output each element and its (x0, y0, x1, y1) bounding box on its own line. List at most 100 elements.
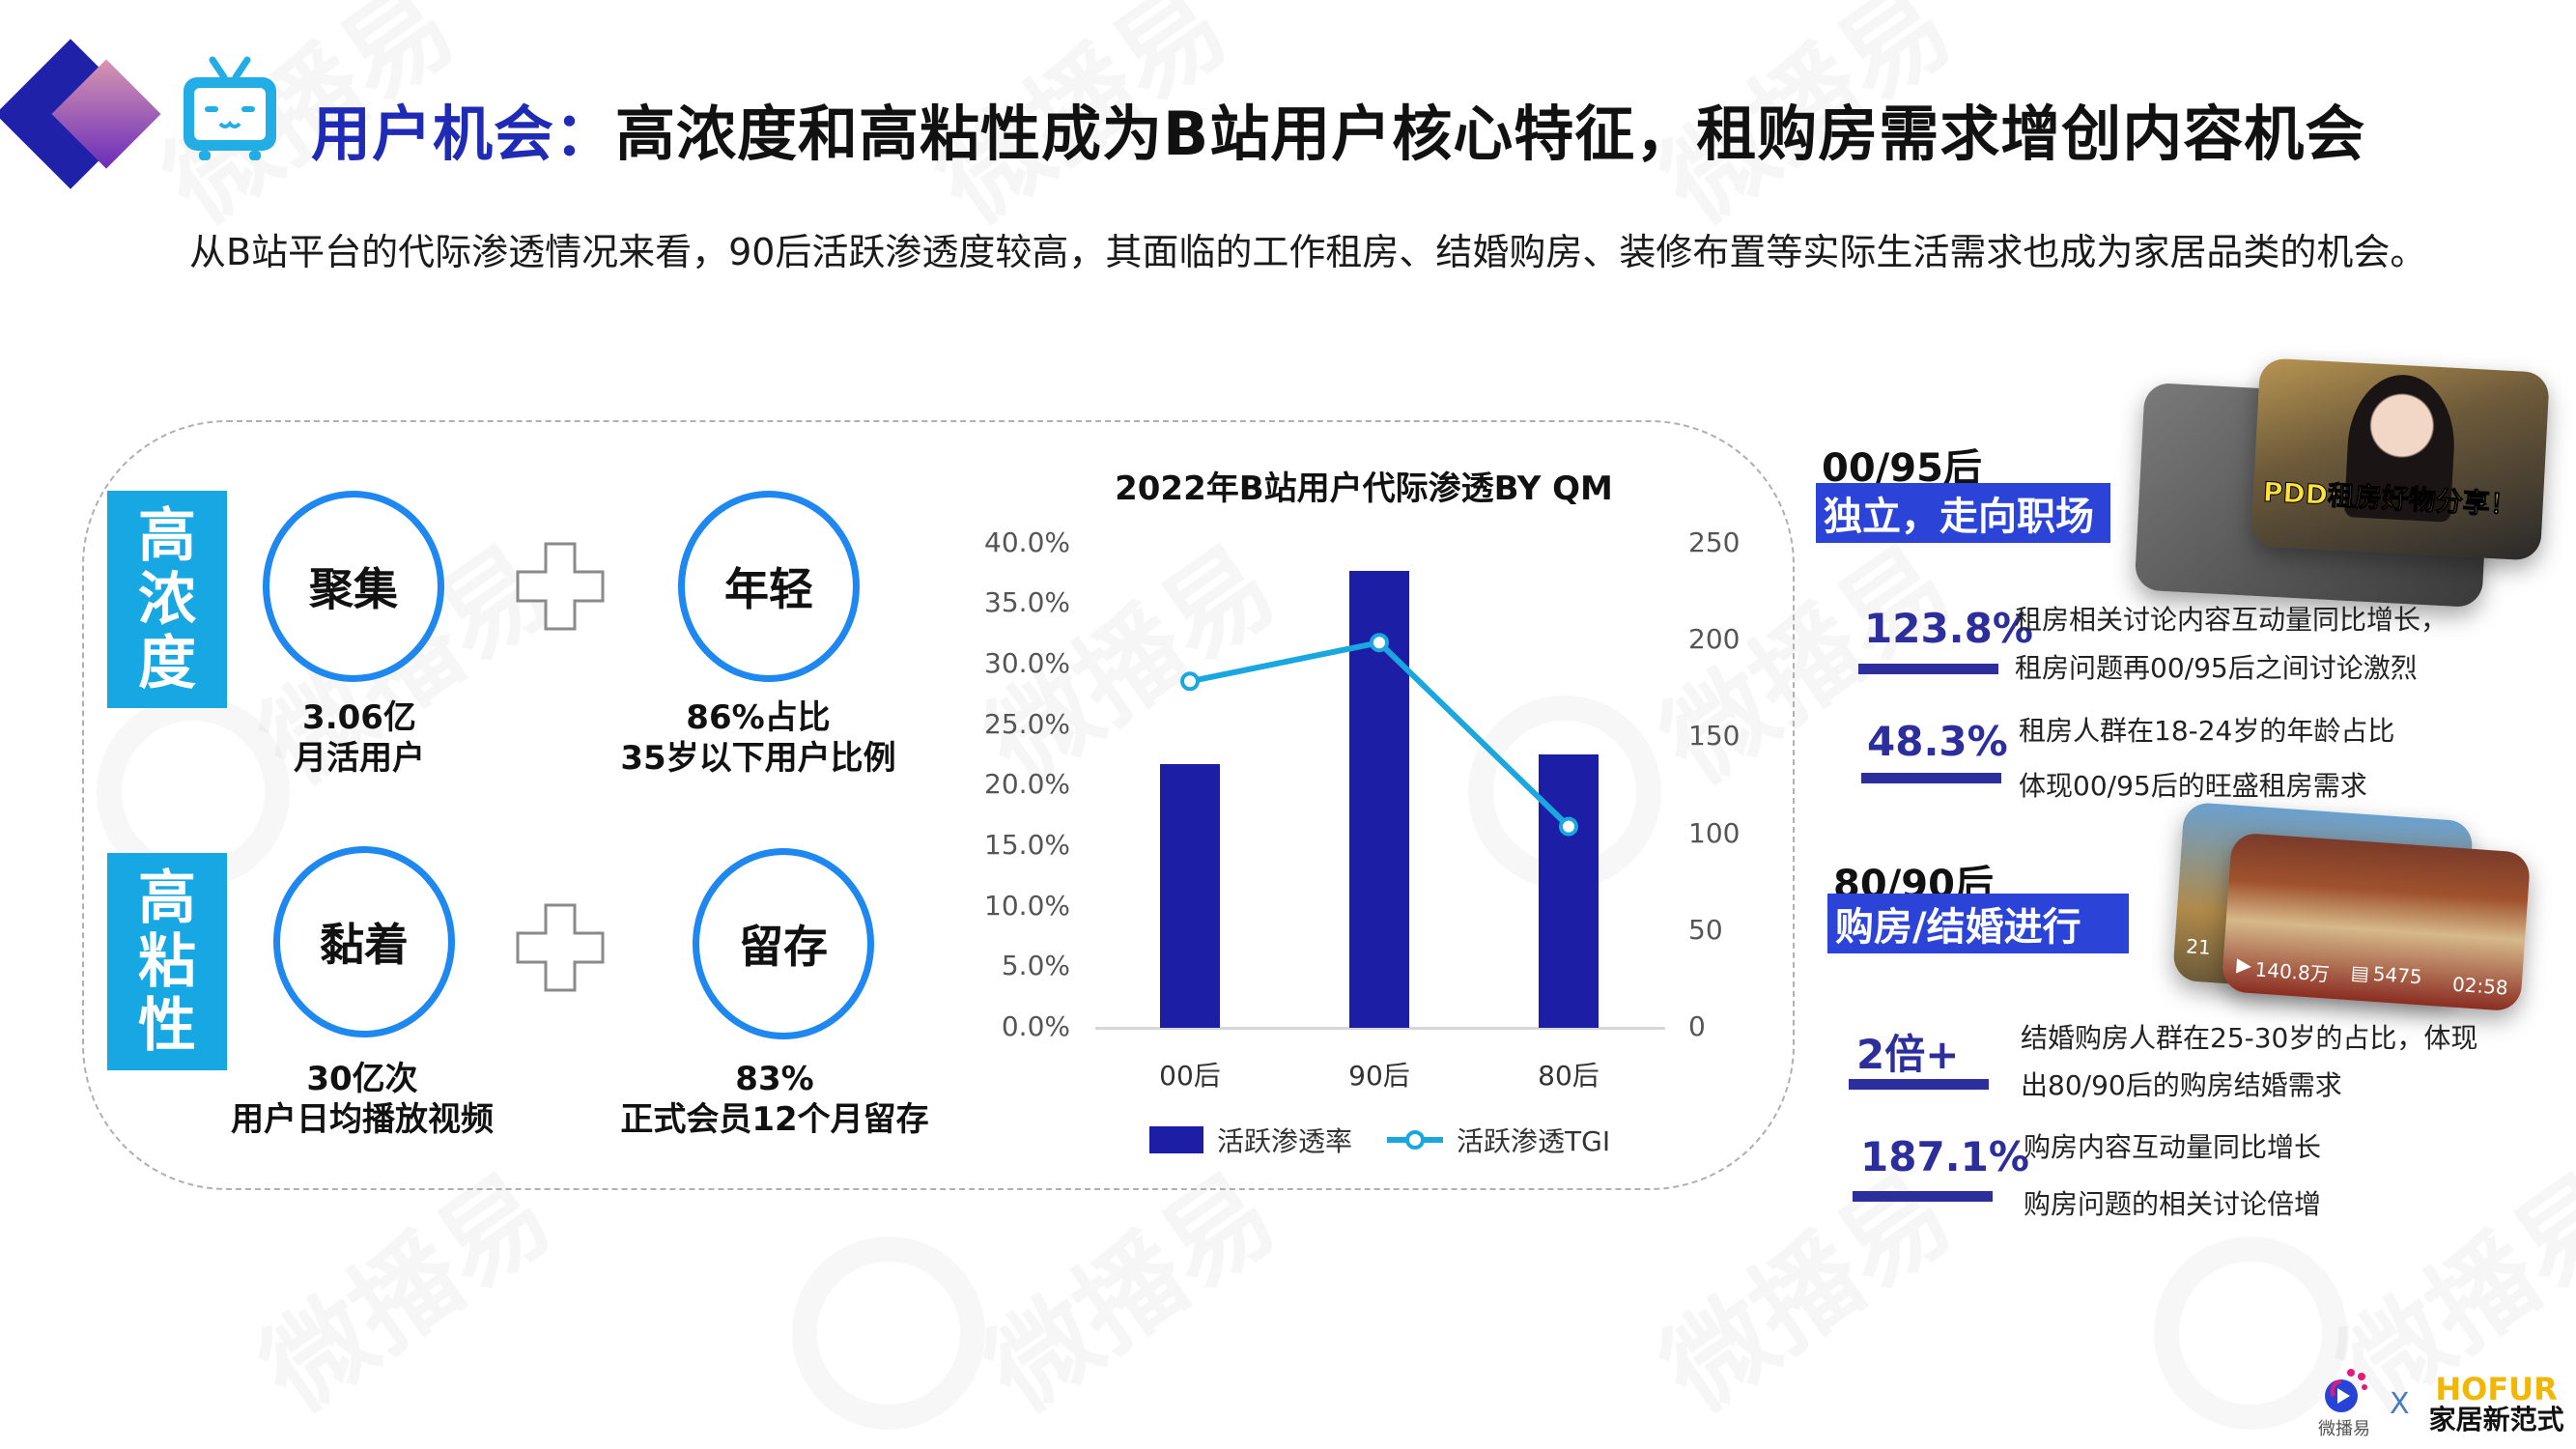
stat-big-number: 48.3% (1867, 718, 2008, 765)
y-tick: 5.0% (1001, 950, 1070, 981)
keyword-text: 留存 (739, 921, 828, 973)
label-char: 粘 (138, 927, 196, 996)
label-char: 高 (138, 501, 196, 570)
label-char: 度 (138, 629, 196, 697)
legend-label: 活跃渗透率 (1217, 1125, 1353, 1157)
label-char: 高 (138, 864, 196, 932)
stat-value: 3.06亿 (302, 698, 416, 737)
thumbnail-comments: 5475 (2371, 961, 2423, 989)
stat-desc-line: 租房相关讨论内容互动量同比增长， (2015, 604, 2449, 636)
stat-underline (1858, 664, 1998, 674)
x-category: 90后 (1348, 1060, 1410, 1092)
y-tick: 15.0% (984, 829, 1070, 861)
stat-monthly-active: 3.06亿 月活用户 (166, 697, 552, 779)
stat-caption: 35岁以下用户比例 (620, 739, 896, 778)
keyword-circle-young: 年轻 (678, 491, 860, 682)
keyword-circle-retention: 留存 (693, 848, 874, 1039)
stat-desc-line: 租房人群在18-24岁的年龄占比 (2019, 715, 2395, 747)
stat-big-number: 123.8% (1864, 605, 2033, 652)
thumbnail-caption: PDD租房好物分享！ (2262, 475, 2518, 522)
chart-bar (1160, 763, 1220, 1028)
y-tick: 20.0% (984, 768, 1070, 800)
brand-separator: X (2390, 1386, 2410, 1421)
y-tick: 200 (1688, 623, 1741, 655)
label-char: 性 (138, 991, 196, 1060)
weiboyi-play-icon (2325, 1369, 2367, 1412)
legend-label: 活跃渗透TGI (1457, 1125, 1611, 1157)
stat-caption: 月活用户 (294, 739, 425, 778)
stat-value: 30亿次 (306, 1060, 418, 1098)
thumbnail-views: 21 (2185, 934, 2212, 959)
legend-bar-swatch-icon (1149, 1126, 1203, 1153)
stat-desc-line: 体现00/95后的旺盛租房需求 (2019, 770, 2367, 802)
thumbnail-duration: 02:58 (2451, 972, 2509, 1000)
brand1-name: 微播易 (2318, 1419, 2370, 1439)
x-category: 00后 (1159, 1060, 1221, 1092)
play-count-icon: ▶ (2235, 952, 2252, 978)
keyword-text: 聚集 (309, 563, 398, 615)
stat-desc-line: 购房问题的相关讨论倍增 (2024, 1188, 2322, 1220)
x-axis-line (1095, 1027, 1665, 1030)
page-subtitle: 从B站平台的代际渗透情况来看，90后活跃渗透度较高，其面临的工作租房、结婚购房、… (189, 231, 2427, 273)
y-tick: 35.0% (984, 586, 1070, 618)
stat-member-retention: 83% 正式会员12个月留存 (581, 1059, 968, 1140)
x-category: 80后 (1538, 1060, 1599, 1092)
tgi-point-marker (1180, 671, 1200, 692)
brand2-en: HOFUR (2435, 1370, 2558, 1407)
stat-big-number: 2倍+ (1856, 1031, 1960, 1078)
thumbnail-views: 140.8万 (2253, 957, 2331, 986)
high-stickiness-label: 高 粘 性 (107, 853, 227, 1070)
bilibili-tv-icon (184, 56, 276, 160)
page-title: 用户机会：高浓度和高粘性成为B站用户核心特征，租购房需求增创内容机会 (311, 85, 2365, 172)
y-tick: 40.0% (984, 526, 1070, 558)
keyword-circle-sticky: 黏着 (273, 846, 455, 1037)
stat-desc-line: 出80/90后的购房结婚需求 (2021, 1069, 2342, 1101)
plus-icon (516, 542, 605, 631)
stat-value: 83% (735, 1060, 814, 1098)
keyword-text: 年轻 (724, 563, 813, 615)
thumbnail-meta: ▶ 140.8万 ▤ 5475 (2235, 952, 2423, 993)
stat-underline (1861, 773, 2001, 783)
segment-tag: 独立，走向职场 (1816, 483, 2110, 543)
brand2-cn: 家居新范式 (2428, 1404, 2564, 1436)
keyword-circle-gather: 聚集 (263, 491, 444, 682)
footer-brands: 微播易 X HOFUR 家居新范式 (2318, 1367, 2564, 1440)
comment-icon: ▤ (2350, 960, 2370, 985)
weiboyi-logo: 微播易 (2318, 1367, 2370, 1440)
title-accent: 用户机会： (311, 99, 616, 169)
y-tick: 0.0% (1001, 1010, 1070, 1042)
chart-title: 2022年B站用户代际渗透BY QM (1115, 469, 1613, 508)
stat-big-number: 187.1% (1860, 1133, 2029, 1180)
chart-bar (1539, 753, 1599, 1028)
stat-value: 86%占比 (686, 698, 831, 737)
y-tick: 25.0% (984, 708, 1070, 740)
y-tick: 0 (1688, 1010, 1706, 1042)
video-thumbnail-wedding[interactable]: ▶ 140.8万 ▤ 5475 02:58 (2221, 832, 2532, 1012)
hofur-logo: HOFUR 家居新范式 (2428, 1370, 2564, 1436)
stat-desc-line: 租房问题再00/95后之间讨论激烈 (2015, 652, 2418, 684)
stat-caption: 正式会员12个月留存 (620, 1100, 929, 1139)
stat-young-ratio: 86%占比 35岁以下用户比例 (565, 697, 951, 779)
stat-underline (1849, 1079, 1989, 1090)
stat-desc-line: 购房内容互动量同比增长 (2024, 1131, 2322, 1163)
features-chart-panel (82, 420, 1795, 1190)
video-thumbnail-rent[interactable]: PDD租房好物分享！ (2250, 357, 2550, 561)
legend-line-marker-icon (1387, 1130, 1444, 1150)
tgi-point-marker (1559, 816, 1578, 837)
y-tick: 30.0% (984, 647, 1070, 679)
keyword-text: 黏着 (320, 919, 409, 971)
chart-legend: 活跃渗透率 活跃渗透TGI (1149, 1121, 1610, 1159)
title-main: 高浓度和高粘性成为B站用户核心特征，租购房需求增创内容机会 (615, 99, 2366, 169)
label-char: 浓 (138, 565, 196, 634)
y-tick: 100 (1688, 817, 1741, 849)
tgi-point-marker (1370, 633, 1389, 653)
y-tick: 150 (1688, 720, 1741, 752)
plus-icon (516, 903, 605, 992)
stat-underline (1853, 1191, 1993, 1202)
stat-daily-plays: 30亿次 用户日均播放视频 (169, 1059, 555, 1140)
stat-desc-line: 结婚购房人群在25-30岁的占比，体现 (2021, 1022, 2478, 1054)
high-concentration-label: 高 浓 度 (107, 491, 227, 708)
y-tick: 50 (1688, 914, 1723, 946)
y-tick: 250 (1688, 526, 1741, 558)
